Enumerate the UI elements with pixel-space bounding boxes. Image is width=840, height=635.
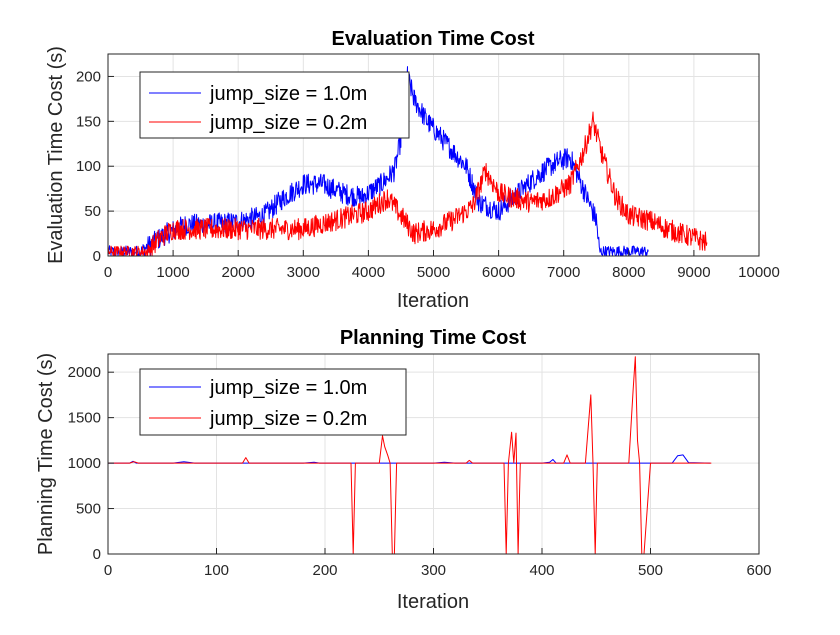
evaluation-series-group bbox=[107, 66, 708, 257]
evaluation-x-tick-label: 1000 bbox=[156, 264, 189, 281]
planning-y-tick-label: 1500 bbox=[68, 410, 101, 427]
evaluation-y-label: Evaluation Time Cost (s) bbox=[45, 46, 67, 264]
evaluation-series-jump-0-2m bbox=[107, 111, 708, 257]
planning-legend-box bbox=[139, 368, 407, 436]
evaluation-legend-label-blue: jump_size = 1.0m bbox=[209, 83, 367, 105]
planning-legend-label-blue: jump_size = 1.0m bbox=[209, 377, 367, 399]
planning-legend-label-red: jump_size = 0.2m bbox=[209, 408, 367, 430]
planning-x-tick-label: 0 bbox=[104, 562, 112, 579]
planning-chart: 0 100 200 300 400 500 600 0 500 1000 1500 2000 Pla… bbox=[35, 327, 772, 613]
evaluation-x-tick-label: 7000 bbox=[547, 264, 580, 281]
evaluation-y-tick-label: 100 bbox=[76, 158, 101, 175]
evaluation-x-tick-label: 10000 bbox=[738, 264, 780, 281]
evaluation-chart: 0 1000 2000 3000 4000 5000 6000 7000 8000 9000 100… bbox=[45, 28, 780, 312]
planning-legend: jump_size = 1.0m jump_size = 0.2m bbox=[139, 368, 407, 436]
evaluation-y-tick-label: 150 bbox=[76, 113, 101, 130]
planning-x-ticks: 0 100 200 300 400 500 600 bbox=[104, 548, 772, 579]
planning-y-tick-label: 0 bbox=[93, 546, 101, 563]
evaluation-x-tick-label: 0 bbox=[104, 264, 112, 281]
planning-y-tick-label: 1000 bbox=[68, 455, 101, 472]
planning-series-group bbox=[108, 356, 712, 555]
planning-series-jump-0-2m bbox=[108, 356, 712, 555]
evaluation-x-tick-label: 2000 bbox=[222, 264, 255, 281]
evaluation-legend: jump_size = 1.0m jump_size = 0.2m bbox=[139, 71, 410, 139]
evaluation-x-tick-label: 3000 bbox=[287, 264, 320, 281]
evaluation-x-tick-label: 5000 bbox=[417, 264, 450, 281]
evaluation-y-tick-label: 0 bbox=[93, 248, 101, 265]
evaluation-y-tick-label: 200 bbox=[76, 68, 101, 85]
planning-x-tick-label: 500 bbox=[638, 562, 663, 579]
planning-x-tick-label: 300 bbox=[421, 562, 446, 579]
evaluation-x-label: Iteration bbox=[397, 290, 469, 312]
planning-title: Planning Time Cost bbox=[340, 327, 527, 349]
planning-y-tick-label: 2000 bbox=[68, 364, 101, 381]
planning-x-tick-label: 100 bbox=[204, 562, 229, 579]
evaluation-y-tick-label: 50 bbox=[84, 203, 101, 220]
planning-x-tick-label: 400 bbox=[529, 562, 554, 579]
planning-x-tick-label: 600 bbox=[746, 562, 771, 579]
planning-y-ticks: 0 500 1000 1500 2000 bbox=[68, 364, 114, 563]
planning-x-tick-label: 200 bbox=[312, 562, 337, 579]
evaluation-x-ticks: 0 1000 2000 3000 4000 5000 6000 7000 8000 9000 100… bbox=[104, 250, 780, 281]
evaluation-y-ticks: 0 50 100 150 200 bbox=[76, 68, 114, 265]
planning-x-label: Iteration bbox=[397, 591, 469, 613]
evaluation-x-tick-label: 8000 bbox=[612, 264, 645, 281]
evaluation-x-tick-label: 6000 bbox=[482, 264, 515, 281]
evaluation-legend-label-red: jump_size = 0.2m bbox=[209, 112, 367, 134]
planning-y-tick-label: 500 bbox=[76, 501, 101, 518]
evaluation-legend-box bbox=[139, 71, 410, 139]
planning-y-label: Planning Time Cost (s) bbox=[35, 353, 57, 555]
evaluation-x-tick-label: 4000 bbox=[352, 264, 385, 281]
evaluation-x-tick-label: 9000 bbox=[677, 264, 710, 281]
evaluation-title: Evaluation Time Cost bbox=[331, 28, 534, 50]
